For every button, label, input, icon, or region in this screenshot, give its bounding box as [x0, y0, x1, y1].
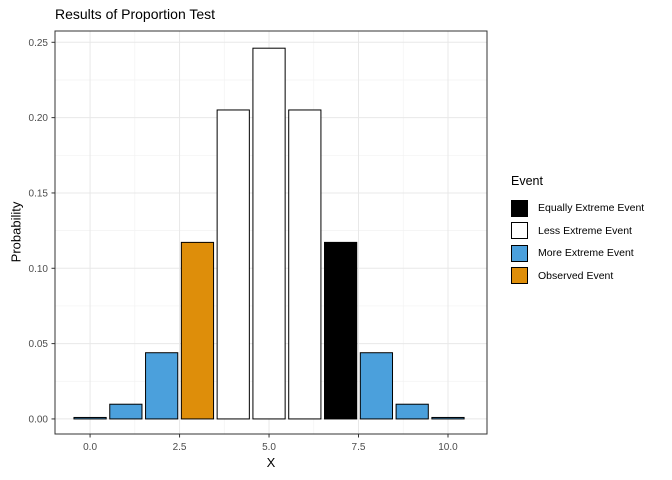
bar-x2 [145, 352, 179, 420]
bar-x10 [431, 416, 465, 420]
bar-x6 [288, 109, 322, 420]
legend-swatch-equally-extreme [511, 199, 528, 217]
x-tick-label: 2.5 [173, 442, 187, 453]
legend-entry-label: More Extreme Event [538, 247, 634, 260]
y-tick-label: 0.00 [29, 414, 49, 425]
y-axis-title: Probability [8, 201, 24, 263]
y-tick-label: 0.25 [29, 38, 49, 49]
bar-x5 [252, 47, 286, 420]
legend-entry-label: Observed Event [538, 269, 614, 282]
y-tick-label: 0.20 [29, 113, 49, 124]
bar-x4 [216, 109, 250, 420]
legend-entry: Equally Extreme Event [511, 197, 644, 220]
legend-entry: More Extreme Event [511, 242, 644, 265]
legend-swatch-observed [511, 267, 528, 285]
bar-x0 [73, 416, 107, 420]
legend: Event Equally Extreme Event Less Extreme… [511, 174, 644, 287]
y-tick-label: 0.10 [29, 264, 49, 275]
x-tick-label: 5.0 [262, 442, 276, 453]
bar-x1 [109, 403, 143, 420]
legend-swatch-less-extreme [511, 222, 528, 240]
y-tick-label: 0.05 [29, 339, 49, 350]
bar-x7 [324, 241, 358, 420]
x-tick-label: 0.0 [83, 442, 97, 453]
bar-x3 [180, 241, 215, 420]
x-tick-label: 10.0 [438, 442, 458, 453]
legend-entry-label: Less Extreme Event [538, 224, 632, 237]
x-axis-title: X [266, 455, 276, 470]
legend-entry: Observed Event [511, 265, 644, 288]
panel-border [54, 30, 488, 435]
chart-title: Results of Proportion Test [55, 6, 216, 22]
bar-x9 [395, 403, 429, 420]
legend-title: Event [511, 174, 543, 188]
legend-entry-label: Equally Extreme Event [538, 202, 645, 215]
legend-entry: Less Extreme Event [511, 220, 644, 243]
x-tick-label: 7.5 [352, 442, 366, 453]
legend-swatch-more-extreme [511, 244, 528, 262]
bar-x8 [359, 352, 394, 420]
y-tick-label: 0.15 [29, 188, 49, 199]
